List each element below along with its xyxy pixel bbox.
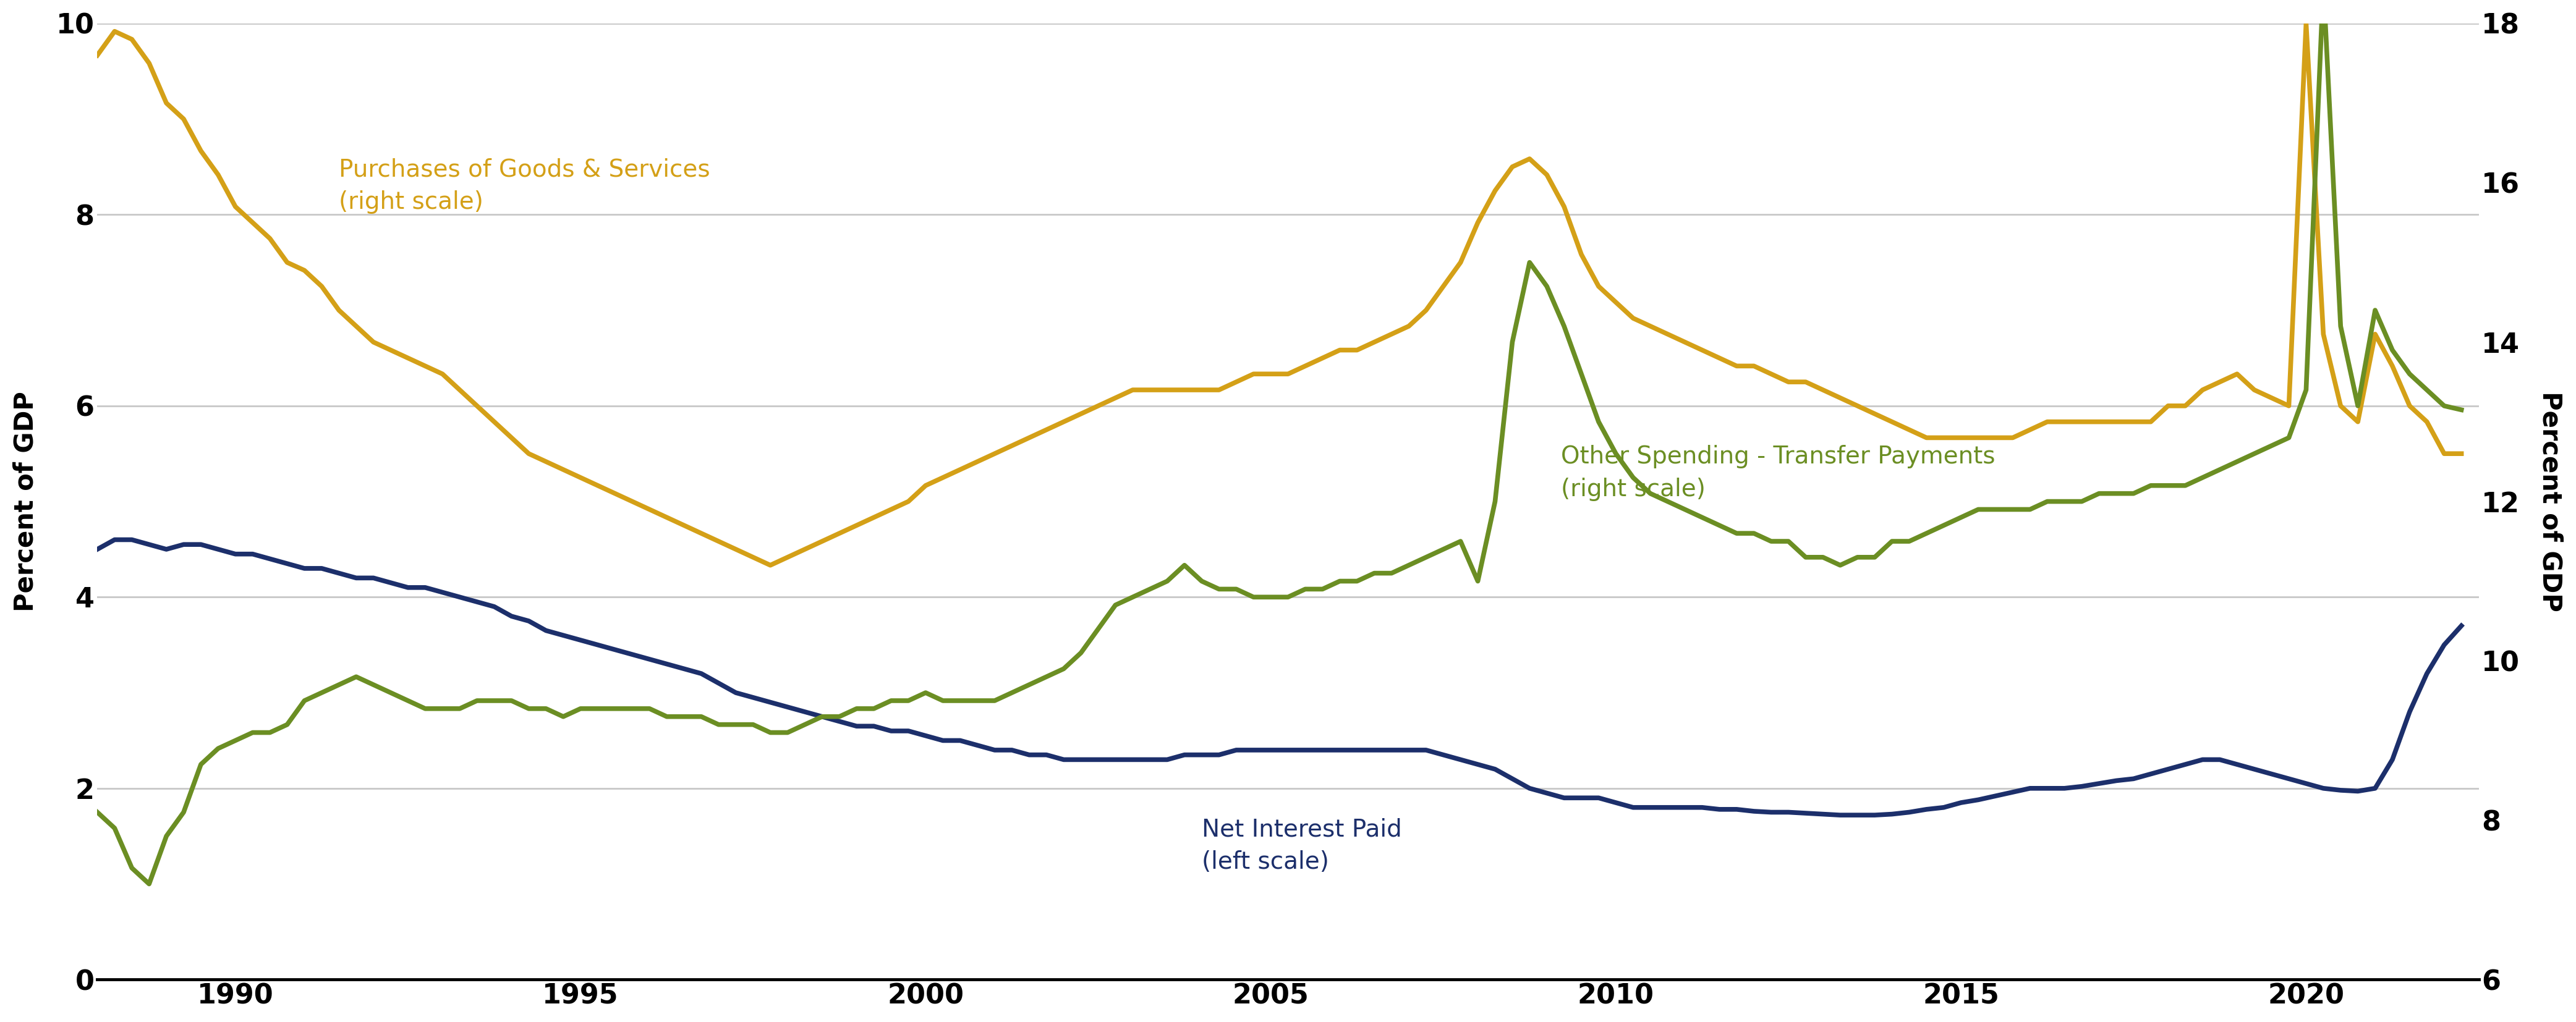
Text: Other Spending - Transfer Payments
(right scale): Other Spending - Transfer Payments (righ… <box>1561 445 1994 501</box>
Text: Purchases of Goods & Services
(right scale): Purchases of Goods & Services (right sca… <box>340 157 711 214</box>
Y-axis label: Percent of GDP: Percent of GDP <box>13 391 39 612</box>
Y-axis label: Percent of GDP: Percent of GDP <box>2537 391 2563 612</box>
Text: Net Interest Paid
(left scale): Net Interest Paid (left scale) <box>1203 818 1401 874</box>
